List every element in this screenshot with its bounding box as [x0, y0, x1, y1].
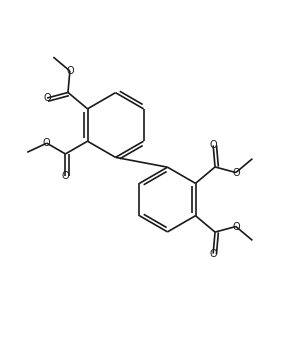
Text: O: O [62, 170, 69, 181]
Text: O: O [66, 66, 74, 76]
Text: O: O [209, 140, 217, 151]
Text: O: O [232, 221, 240, 232]
Text: O: O [43, 138, 51, 148]
Text: O: O [209, 249, 217, 259]
Text: O: O [232, 168, 240, 177]
Text: O: O [43, 93, 51, 103]
